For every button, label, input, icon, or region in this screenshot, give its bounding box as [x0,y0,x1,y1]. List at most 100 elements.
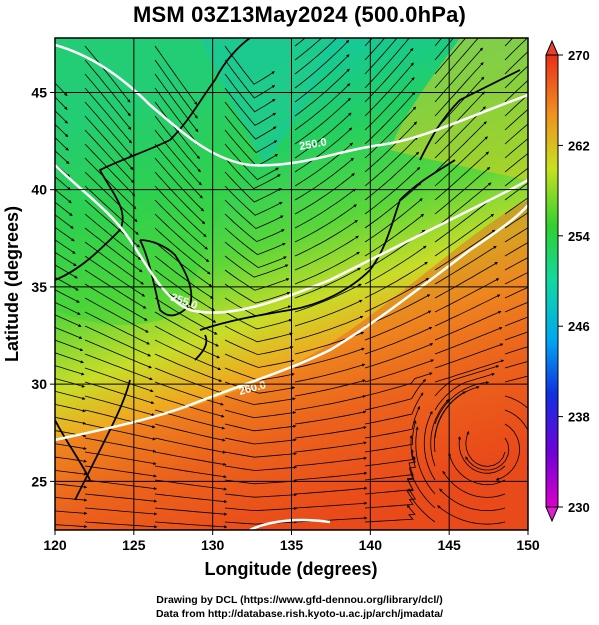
streamline [504,375,528,383]
coastlines [55,38,521,501]
streamline [84,157,137,210]
streamline [224,213,285,243]
streamline [55,189,72,204]
streamline [294,251,360,285]
colorbar-tick-label: 230 [568,500,590,515]
streamline [224,115,278,154]
streamline [434,391,466,453]
streamline [364,488,417,509]
streamline [154,213,210,263]
streamline [84,367,154,393]
streamline [84,521,158,529]
streamline [294,501,368,509]
streamline [224,241,287,269]
streamline [495,423,521,481]
streamline [84,311,150,345]
streamline [364,151,420,201]
streamline [84,507,158,516]
streamline [504,38,528,61]
streamline [55,96,68,110]
colorbar-tick-label: 262 [568,138,590,153]
contour-line [249,518,331,530]
streamline [84,325,151,357]
streamline [224,199,284,229]
streamline [504,346,528,355]
streamline [55,110,68,124]
streamline [364,278,430,313]
x-tick-label: 145 [437,537,461,553]
streamline [504,242,528,257]
streamline [84,465,157,478]
streamline [294,38,323,61]
streamline [154,199,208,250]
warm-region-northeast [390,38,528,180]
streamline [294,379,366,397]
y-axis: 25 30 35 40 45 [31,84,55,489]
y-tick-label: 45 [31,84,47,100]
streamline [434,294,501,327]
streamline [364,91,416,145]
streamline [154,255,214,299]
streamline [154,241,213,287]
streamline [224,339,294,356]
footer-credit-drawing: Drawing by DCL (https://www.gfd-dennou.o… [156,594,443,606]
streamline [84,353,153,381]
streamline [55,214,74,229]
streamline [154,73,199,133]
streamline [55,416,87,425]
streamline [55,390,86,400]
streamline [406,472,436,523]
contour-line [55,43,528,167]
chart-title: MSM 03Z13May2024 (500.0hPa) [132,2,467,27]
streamline [224,283,291,304]
streamline [55,456,87,463]
streamline [55,430,87,438]
streamline [437,505,506,525]
streamline [224,255,289,278]
streamline [364,420,417,453]
coastline [74,379,131,501]
streamline [294,204,357,243]
y-tick-label: 30 [31,376,47,392]
x-axis: 120 125 130 135 140 145 150 [43,530,540,553]
streamline [224,87,277,126]
streamline [84,101,133,157]
streamline [504,271,528,285]
streamline [154,465,227,479]
streamline [294,112,352,159]
streamline [224,520,298,525]
y-tick-label: 35 [31,279,47,295]
colorbar-tick-label: 246 [568,319,590,334]
streamline [364,359,434,383]
streamline [224,269,290,291]
streamline [364,38,398,75]
streamline [55,483,88,489]
streamline [84,143,136,197]
streamline [294,235,359,271]
streamline [434,62,484,117]
streamline [154,381,224,406]
streamline [154,437,227,454]
streamline [415,426,436,495]
streamline [294,188,356,229]
x-tick-label: 130 [201,537,225,553]
streamline [364,472,414,495]
streamline [364,38,410,89]
colorbar-tick-label: 254 [568,229,590,244]
streamline [504,316,528,327]
streamline [294,157,354,201]
streamline [224,353,295,368]
streamline [224,437,297,445]
streamline [364,406,420,439]
coastline [55,38,251,281]
streamline [154,45,198,105]
streamline [364,136,418,187]
streamline [465,431,506,467]
streamline [434,136,488,187]
streamline [294,173,355,215]
streamline [364,167,421,215]
streamline [84,269,147,309]
x-tick-label: 135 [280,537,304,553]
